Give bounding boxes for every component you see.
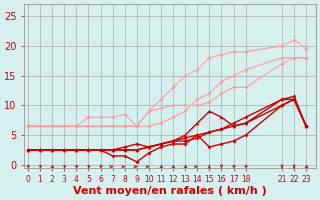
- X-axis label: Vent moyen/en rafales ( km/h ): Vent moyen/en rafales ( km/h ): [73, 186, 267, 196]
